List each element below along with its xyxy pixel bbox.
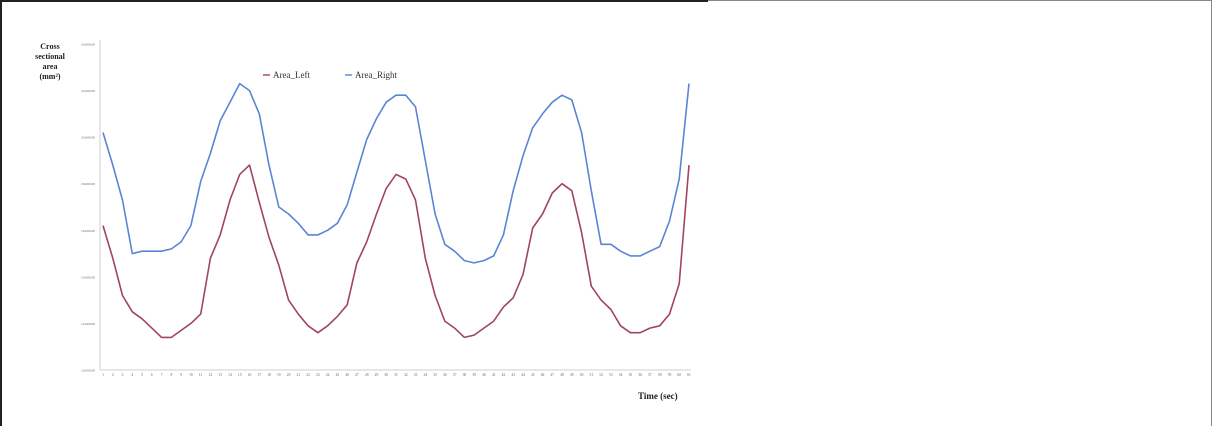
x-tick-label: 56	[638, 373, 642, 377]
x-tick-label: 61	[687, 373, 691, 377]
x-tick-label: 43	[511, 373, 515, 377]
x-tick-label: 38	[463, 373, 467, 377]
x-tick-label: 21	[297, 373, 301, 377]
x-tick-label: 58	[658, 373, 662, 377]
series-line-area-left	[102, 164, 690, 339]
x-tick-label: 13	[218, 373, 222, 377]
chart-panel: Cross sectional area (mm²) 10,000.00 12,0…	[0, 0, 708, 426]
x-axis-label: Time (sec)	[638, 391, 678, 401]
x-tick-label: 22	[306, 373, 310, 377]
x-tick-label: 8	[170, 373, 172, 377]
x-tick-label: 54	[619, 373, 623, 377]
x-tick-label: 35	[433, 373, 437, 377]
legend-label: Area_Left	[273, 70, 310, 80]
x-tick-label: 29	[375, 373, 379, 377]
line-chart: 10,000.00 12,000.00 14,000.00 16,000.00 18,0…	[81, 40, 691, 377]
x-tick-label: 2	[112, 373, 114, 377]
y-axis-label: Cross sectional area (mm²)	[35, 42, 65, 81]
x-tick-label: 9	[180, 373, 182, 377]
y-tick-label: 22,000.00	[81, 89, 95, 94]
x-tick-label: 17	[257, 373, 261, 377]
x-tick-label: 39	[472, 373, 476, 377]
y-tick-label: 14,000.00	[81, 275, 95, 280]
x-tick-label: 51	[590, 373, 594, 377]
x-tick-label: 44	[521, 373, 525, 377]
x-tick-label: 53	[609, 373, 613, 377]
x-tick-label: 23	[316, 373, 320, 377]
x-tick-label: 28	[365, 373, 369, 377]
y-tick-label: 18,000.00	[81, 182, 95, 187]
x-tick-label: 30	[384, 373, 388, 377]
x-tick-label: 18	[267, 373, 271, 377]
x-tick-label: 36	[443, 373, 447, 377]
x-tick-label: 1	[102, 373, 104, 377]
x-tick-label: 25	[336, 373, 340, 377]
x-tick-label: 60	[677, 373, 681, 377]
x-tick-label: 20	[287, 373, 291, 377]
x-tick-label: 24	[326, 373, 330, 377]
x-tick-label: 15	[238, 373, 242, 377]
y-tick-label: 12,000.00	[81, 322, 95, 327]
legend-label: Area_Right	[355, 70, 397, 80]
x-tick-label: 50	[580, 373, 584, 377]
x-tick-label: 48	[560, 373, 564, 377]
x-tick-label: 7	[161, 373, 163, 377]
x-tick-label: 42	[502, 373, 506, 377]
empty-panel	[708, 0, 1212, 426]
x-tick-label: 34	[424, 373, 428, 377]
x-tick-label: 40	[482, 373, 486, 377]
x-tick-label: 31	[394, 373, 398, 377]
y-tick-label: 20,000.00	[81, 136, 95, 141]
series-line-area-right	[102, 82, 690, 264]
x-tick-label: 16	[248, 373, 252, 377]
x-tick-label: 37	[453, 373, 457, 377]
x-tick-label: 4	[131, 373, 133, 377]
x-tick-label: 26	[345, 373, 349, 377]
y-tick-label: 10,000.00	[81, 369, 95, 374]
x-tick-label: 14	[228, 373, 232, 377]
x-tick-label: 59	[668, 373, 672, 377]
x-tick-label: 5	[141, 373, 143, 377]
x-tick-label: 49	[570, 373, 574, 377]
x-tick-label: 12	[209, 373, 213, 377]
y-tick-label: 24,000.00	[81, 43, 95, 48]
x-tick-label: 45	[531, 373, 535, 377]
x-tick-label: 33	[414, 373, 418, 377]
x-tick-label: 41	[492, 373, 496, 377]
x-tick-label: 55	[629, 373, 633, 377]
x-tick-label: 11	[199, 373, 203, 377]
x-tick-label: 10	[189, 373, 193, 377]
x-tick-label: 27	[355, 373, 359, 377]
x-tick-label: 46	[541, 373, 545, 377]
x-tick-label: 47	[550, 373, 554, 377]
x-tick-label: 3	[122, 373, 124, 377]
x-tick-label: 6	[151, 373, 153, 377]
x-tick-label: 32	[404, 373, 408, 377]
x-tick-label: 52	[599, 373, 603, 377]
x-tick-label: 19	[277, 373, 281, 377]
x-tick-label: 57	[648, 373, 652, 377]
y-tick-label: 16,000.00	[81, 229, 95, 234]
